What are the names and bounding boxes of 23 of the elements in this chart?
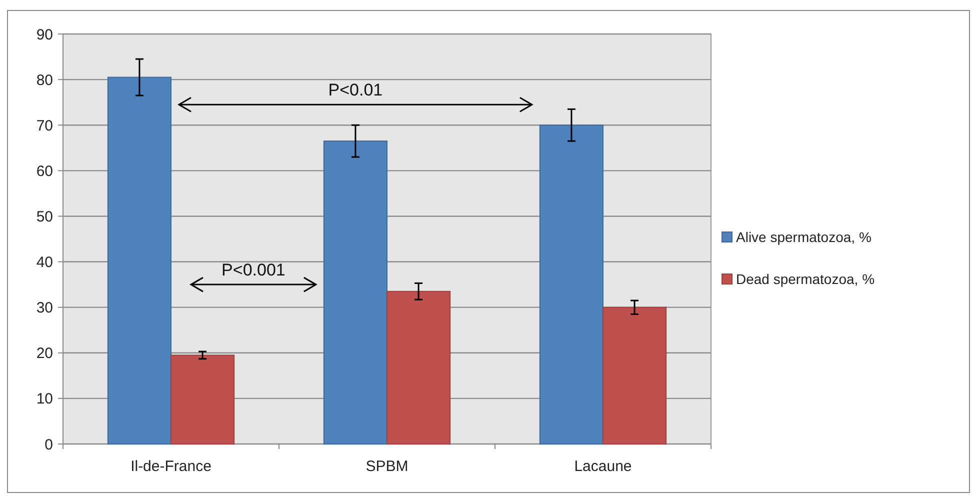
y-tick-label: 30 <box>36 300 53 317</box>
annotation: P<0.01 <box>328 80 383 100</box>
bar <box>323 140 388 444</box>
bar <box>386 290 451 444</box>
x-tick-label: Il-de-France <box>130 458 212 475</box>
y-tick-label: 60 <box>36 162 53 180</box>
bar <box>602 306 667 444</box>
y-tick-label: 50 <box>36 208 53 226</box>
y-tick-label: 40 <box>36 254 53 272</box>
bar <box>170 354 235 444</box>
y-tick-label: 10 <box>36 390 53 408</box>
legend-label: Alive spermatozoa, % <box>736 228 872 245</box>
bar <box>107 76 172 444</box>
y-tick-label: 70 <box>36 117 53 134</box>
legend-label: Dead spermatozoa, % <box>736 270 875 287</box>
annotation: P<0.001 <box>222 260 286 280</box>
y-tick-label: 90 <box>36 26 53 44</box>
y-tick-label: 0 <box>44 436 53 454</box>
y-tick-label: 80 <box>36 72 53 89</box>
x-tick-label: Lacaune <box>574 458 632 475</box>
bar <box>539 124 604 444</box>
x-tick-label: SPBM <box>366 458 408 475</box>
y-tick-label: 20 <box>36 345 53 362</box>
